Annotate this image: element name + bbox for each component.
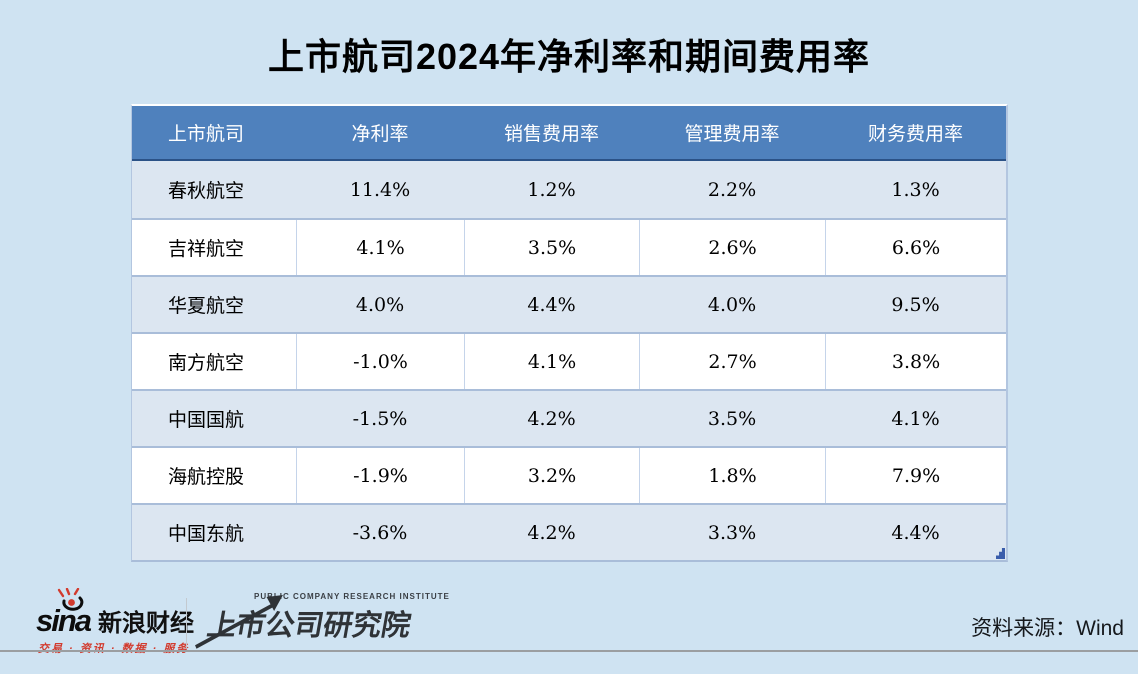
value-cell: 1.8% [639,448,825,503]
value-cell: 3.2% [464,448,639,503]
table-row: 华夏航空 4.0% 4.4% 4.0% 9.5% [132,275,1006,332]
page-title: 上市航司2024年净利率和期间费用率 [267,36,871,77]
value-cell: -1.0% [296,334,464,389]
column-header-net-margin: 净利率 [351,123,409,145]
value-cell: 7.9% [825,448,1006,503]
table-row: 春秋航空 11.4% 1.2% 2.2% 1.3% [132,161,1006,218]
value-cell: 2.7% [639,334,825,389]
value-cell: 4.1% [891,407,940,430]
airline-name-cell: 吉祥航空 [168,238,245,260]
value-cell: 3.3% [707,521,757,544]
value-cell: 4.1% [296,220,464,275]
airline-name-cell: 中国东航 [168,523,245,545]
footer-divider [186,598,187,648]
value-cell: 3.8% [825,334,1006,389]
value-cell: 3.5% [464,220,639,275]
footer-rule [0,650,1138,652]
airline-name-cell: 春秋航空 [168,180,245,202]
sina-wordmark: sina [36,603,92,638]
value-cell: 9.5% [891,293,940,316]
sina-eye-icon [57,588,84,611]
data-source-label: 资料来源：Wind [971,617,1124,640]
institute-english-caption: PUBLIC COMPANY RESEARCH INSTITUTE [254,592,450,601]
value-cell: 4.0% [355,293,405,316]
column-header-admin-expense: 管理费用率 [684,123,780,145]
airline-metrics-table: 上市航司 净利率 销售费用率 管理费用率 财务费用率 春秋航空 11.4% 1.… [131,104,1008,562]
value-cell: 4.4% [891,521,940,544]
value-cell: 3.5% [707,407,757,430]
column-header-selling-expense: 销售费用率 [503,123,599,145]
airline-name-cell: 海航控股 [168,466,245,488]
value-cell: 4.1% [464,334,639,389]
value-cell: 2.2% [707,178,757,201]
resize-handle-icon [996,548,1005,559]
airline-name-cell: 南方航空 [168,352,245,374]
value-cell: 4.2% [527,521,576,544]
value-cell: 6.6% [825,220,1006,275]
sina-brand-text: 新浪财经 [98,609,195,637]
value-cell: 2.6% [639,220,825,275]
table-row: 吉祥航空 4.1% 3.5% 2.6% 6.6% [132,218,1006,275]
value-cell: 4.4% [527,293,576,316]
airline-name-cell: 中国国航 [168,409,245,431]
table-row: 海航控股 -1.9% 3.2% 1.8% 7.9% [132,446,1006,503]
trend-arrow-icon [195,595,283,649]
table-row: 中国国航 -1.5% 4.2% 3.5% 4.1% [132,389,1006,446]
column-header-airline: 上市航司 [168,123,245,145]
value-cell: -3.6% [352,521,408,544]
value-cell: -1.5% [352,407,408,430]
sina-finance-logo: sina 新浪财经 交易 · 资讯 · 数据 · 服务 [36,588,195,656]
value-cell: 1.2% [527,178,576,201]
value-cell: -1.9% [296,448,464,503]
column-header-finance-expense: 财务费用率 [867,123,963,145]
institute-name: 上市公司研究院 [195,595,453,649]
table-row: 南方航空 -1.0% 4.1% 2.7% 3.8% [132,332,1006,389]
value-cell: 1.3% [891,178,940,201]
table-row: 中国东航 -3.6% 4.2% 3.3% 4.4% [132,503,1006,560]
research-institute-logo: PUBLIC COMPANY RESEARCH INSTITUTE 上市公司研究… [195,592,450,649]
sina-tagline: 交易 · 资讯 · 数据 · 服务 [38,643,190,655]
value-cell: 4.2% [527,407,576,430]
airline-name-cell: 华夏航空 [168,295,245,317]
table-header-row: 上市航司 净利率 销售费用率 管理费用率 财务费用率 [132,106,1006,161]
value-cell: 4.0% [707,293,757,316]
value-cell: 11.4% [349,178,411,201]
